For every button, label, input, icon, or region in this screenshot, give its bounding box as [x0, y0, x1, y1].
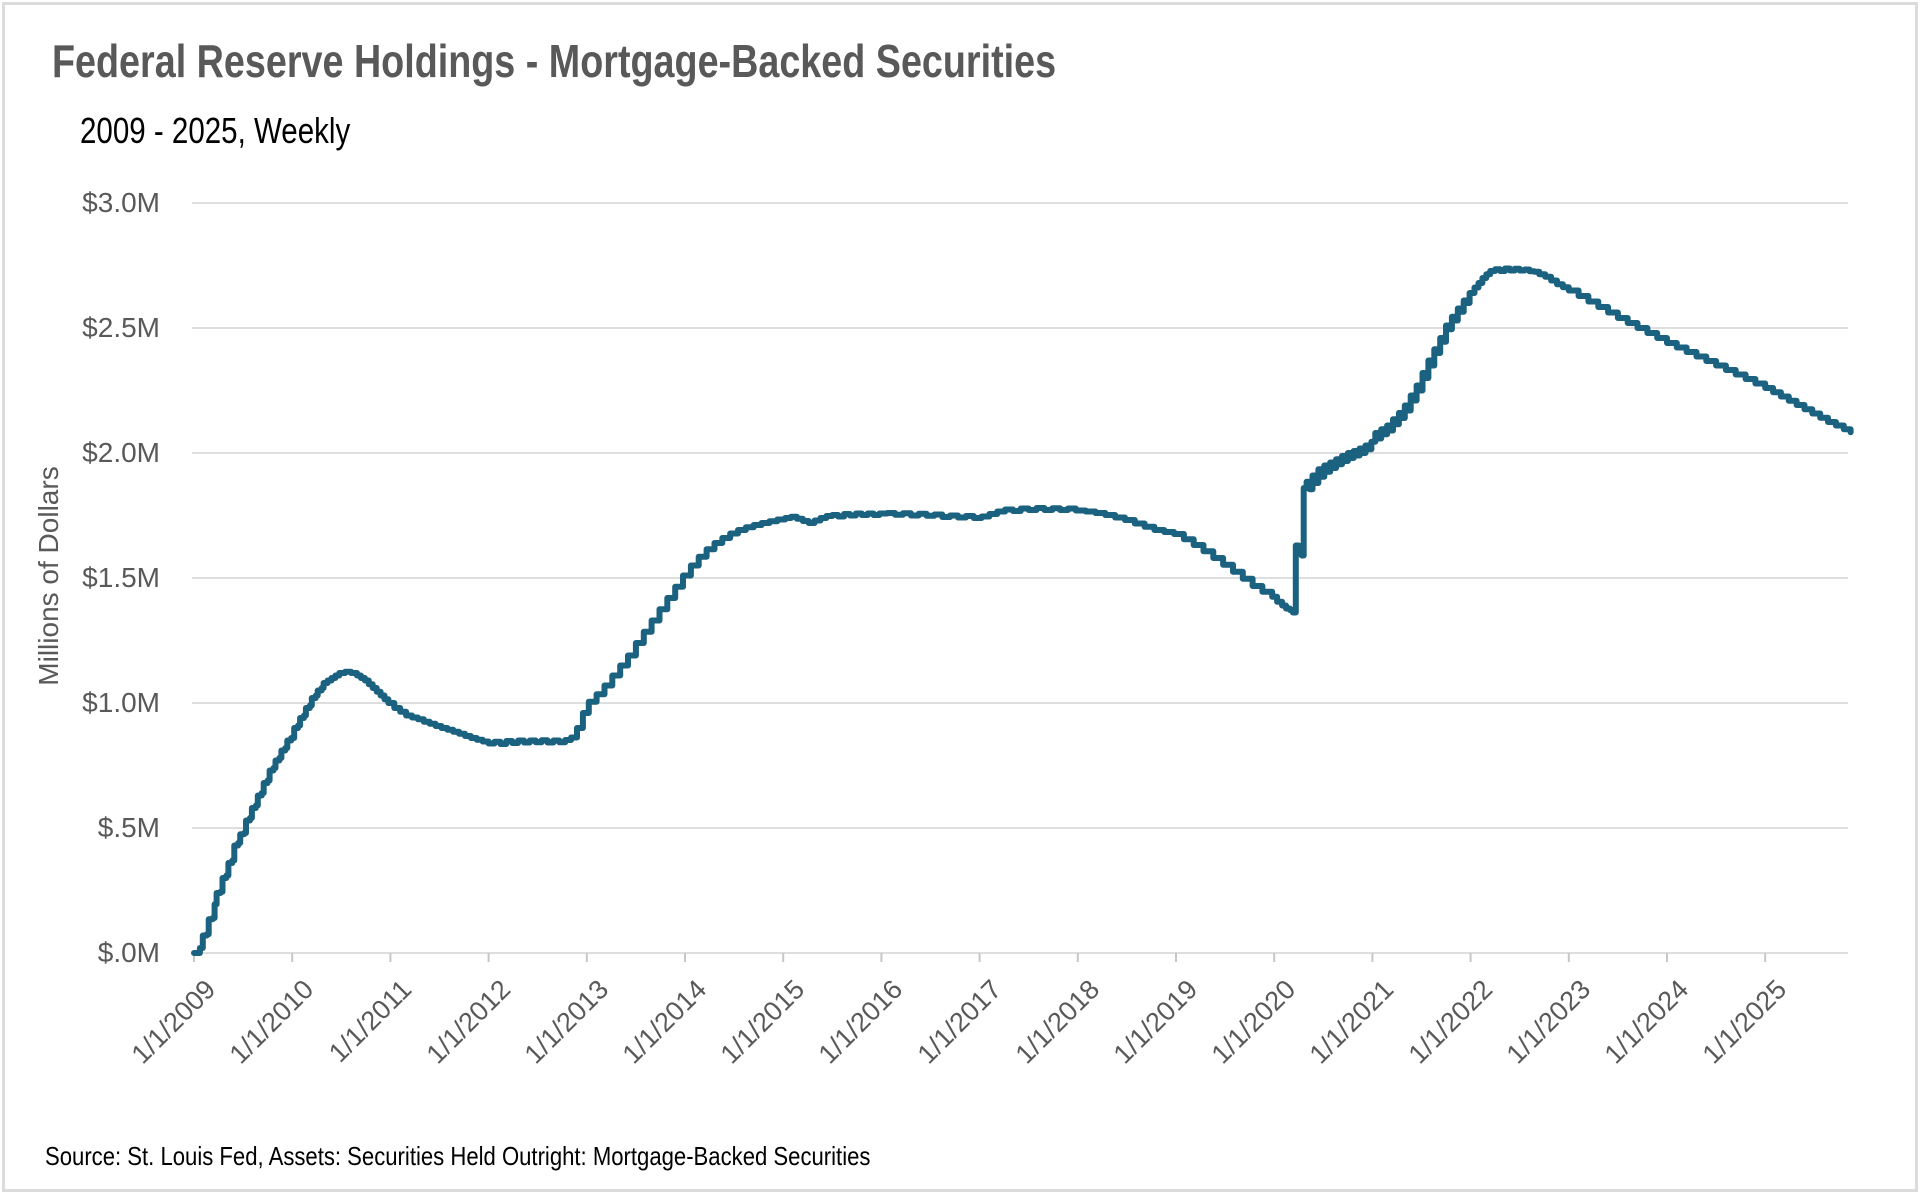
data-line-mbs-holdings	[191, 265, 1854, 956]
y-tick-label: $1.0M	[82, 687, 160, 718]
y-tick-label: $1.5M	[82, 562, 160, 593]
y-tick-label: $2.5M	[82, 312, 160, 343]
gridlines	[192, 202, 1848, 954]
chart-subtitle: 2009 - 2025, Weekly	[80, 110, 410, 152]
y-tick-label: $3.0M	[82, 187, 160, 218]
chart-title: Federal Reserve Holdings - Mortgage-Back…	[52, 34, 1277, 88]
chart-title-text: Federal Reserve Holdings - Mortgage-Back…	[52, 35, 1057, 87]
source-note: Source: St. Louis Fed, Assets: Securitie…	[45, 1141, 1016, 1172]
x-axis-tick-marks	[193, 953, 1767, 962]
source-note-text: Source: St. Louis Fed, Assets: Securitie…	[45, 1141, 871, 1171]
y-tick-label: $2.0M	[82, 437, 160, 468]
chart-subtitle-text: 2009 - 2025, Weekly	[80, 110, 351, 151]
y-tick-label: $.0M	[97, 937, 160, 968]
y-tick-label: $.5M	[97, 812, 160, 843]
